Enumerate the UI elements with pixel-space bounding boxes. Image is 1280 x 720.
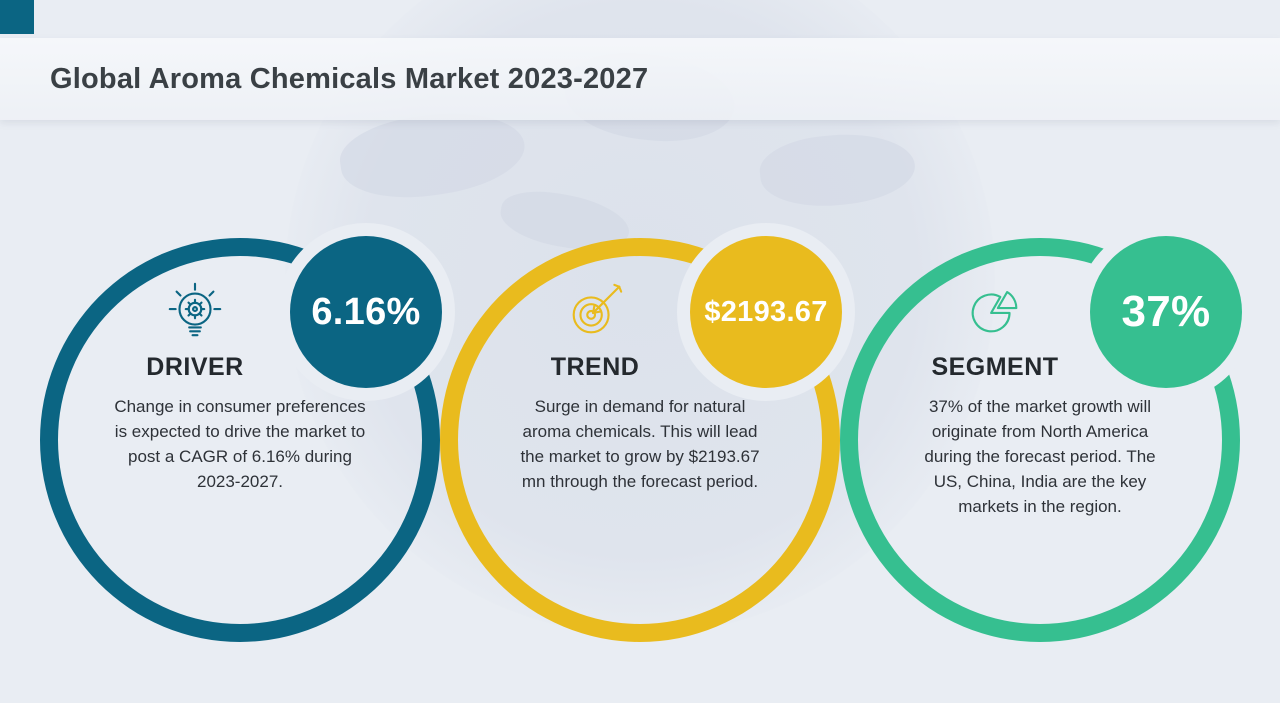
segment-badge-value: 37% — [1121, 287, 1211, 336]
driver-badge: 6.16% — [290, 236, 442, 388]
driver-description: Change in consumer preferences is expect… — [114, 397, 366, 491]
driver-heading: DRIVER — [146, 353, 244, 381]
trend-description: Surge in demand for natural aroma chemic… — [520, 397, 760, 491]
trend-heading: TREND — [550, 353, 640, 381]
page-title: Global Aroma Chemicals Market 2023-2027 — [50, 62, 649, 95]
bottom-bar — [0, 703, 1280, 720]
segment-description: 37% of the market growth will originate … — [924, 397, 1156, 516]
trend-card: $2193.67 TREND Surge in demand for natur… — [440, 236, 842, 642]
driver-card: 6.16% — [40, 236, 442, 642]
segment-card: 37% SEGMENT 37% of the market growth wil… — [840, 236, 1242, 642]
corner-accent-square — [0, 0, 34, 34]
trend-badge-value: $2193.67 — [704, 295, 828, 328]
header: Global Aroma Chemicals Market 2023-2027 — [0, 38, 1280, 120]
dart-target-icon — [564, 280, 626, 342]
segment-heading: SEGMENT — [931, 353, 1059, 381]
pie-segment-icon — [964, 280, 1026, 342]
driver-badge-value: 6.16% — [311, 290, 421, 333]
segment-badge: 37% — [1090, 236, 1242, 388]
trend-badge: $2193.67 — [690, 236, 842, 388]
bulb-gear-icon — [164, 280, 226, 342]
